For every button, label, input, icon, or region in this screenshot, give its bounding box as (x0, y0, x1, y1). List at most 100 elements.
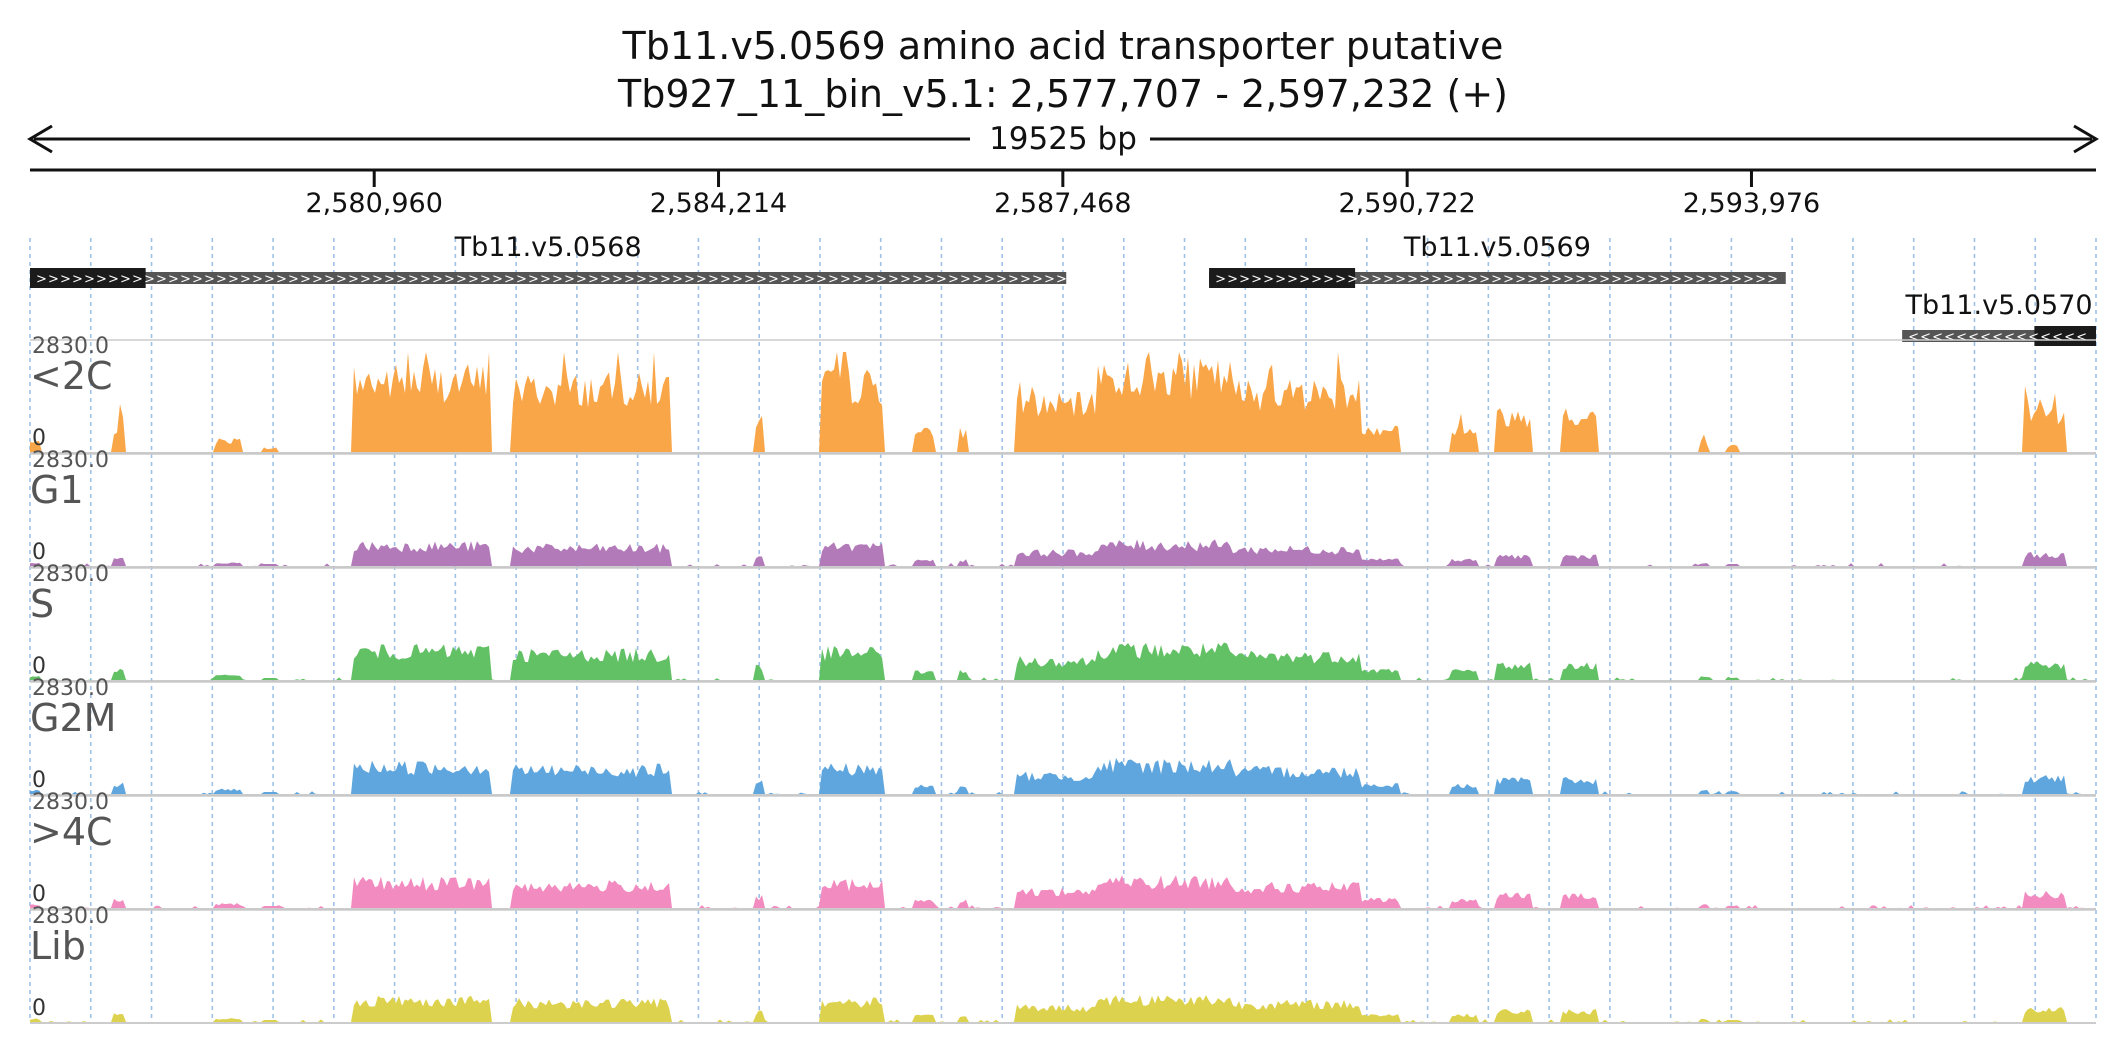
track-name-label: S (30, 582, 55, 626)
strand-chevron: > (1251, 272, 1262, 287)
axis-tick-label: 2,593,976 (1682, 188, 1821, 219)
strand-chevron: > (756, 272, 767, 287)
strand-chevron: > (1263, 272, 1274, 287)
strand-chevron: > (1491, 272, 1502, 287)
coverage-area (30, 352, 2096, 452)
strand-chevron: > (432, 272, 443, 287)
strand-chevron: > (792, 272, 803, 287)
strand-chevron: > (168, 272, 179, 287)
strand-chevron: > (1287, 272, 1298, 287)
strand-chevron: > (1551, 272, 1562, 287)
strand-chevron: > (384, 272, 395, 287)
strand-chevron: > (768, 272, 779, 287)
strand-chevron: > (708, 272, 719, 287)
strand-chevron: > (1431, 272, 1442, 287)
strand-chevron: > (72, 272, 83, 287)
strand-chevron: > (864, 272, 875, 287)
strand-chevron: < (2052, 330, 2063, 345)
track-name-label: >4C (30, 810, 113, 854)
track-zero-label: 0 (32, 654, 46, 679)
strand-chevron: > (1455, 272, 1466, 287)
strand-chevron: > (300, 272, 311, 287)
strand-chevron: > (648, 272, 659, 287)
strand-chevron: > (828, 272, 839, 287)
strand-chevron: > (1443, 272, 1454, 287)
strand-chevron: > (396, 272, 407, 287)
strand-chevron: > (1008, 272, 1019, 287)
strand-chevron: > (996, 272, 1007, 287)
region-coordinates: Tb927_11_bin_v5.1: 2,577,707 - 2,597,232… (617, 72, 1508, 116)
strand-chevron: > (1323, 272, 1334, 287)
coverage-area (30, 539, 2096, 566)
strand-chevron: > (1707, 272, 1718, 287)
gene-utr-bar (30, 272, 1067, 284)
gene-label: Tb11.v5.0569 (1403, 232, 1591, 263)
strand-chevron: > (1032, 272, 1043, 287)
span-length-label: 19525 bp (983, 121, 1143, 157)
strand-chevron: > (408, 272, 419, 287)
strand-chevron: > (156, 272, 167, 287)
strand-chevron: > (1479, 272, 1490, 287)
strand-chevron: > (132, 272, 143, 287)
strand-chevron: > (1275, 272, 1286, 287)
strand-chevron: < (1992, 330, 2003, 345)
strand-chevron: > (552, 272, 563, 287)
strand-chevron: > (1359, 272, 1370, 287)
strand-chevron: > (36, 272, 47, 287)
strand-chevron: > (276, 272, 287, 287)
axis-tick-label: 2,590,722 (1338, 188, 1476, 219)
strand-chevron: > (1467, 272, 1478, 287)
strand-chevron: > (1056, 272, 1067, 287)
track-max-label: 2830.0 (32, 562, 109, 587)
strand-chevron: > (528, 272, 539, 287)
strand-chevron: < (1908, 330, 1919, 345)
strand-chevron: > (480, 272, 491, 287)
strand-chevron: > (612, 272, 623, 287)
strand-chevron: > (1767, 272, 1778, 287)
track-max-label: 2830.0 (32, 334, 109, 359)
track-name-label: <2C (30, 354, 113, 398)
strand-chevron: > (816, 272, 827, 287)
strand-chevron: > (600, 272, 611, 287)
strand-chevron: > (924, 272, 935, 287)
strand-chevron: > (1527, 272, 1538, 287)
strand-chevron: > (1611, 272, 1622, 287)
gene-title: Tb11.v5.0569 amino acid transporter puta… (622, 24, 1504, 68)
strand-chevron: > (60, 272, 71, 287)
strand-chevron: > (324, 272, 335, 287)
strand-chevron: > (96, 272, 107, 287)
strand-chevron: > (420, 272, 431, 287)
strand-chevron: > (744, 272, 755, 287)
strand-chevron: > (1383, 272, 1394, 287)
strand-chevron: > (1311, 272, 1322, 287)
strand-chevron: < (1932, 330, 1943, 345)
coverage-area (30, 875, 2096, 908)
strand-chevron: > (1563, 272, 1574, 287)
gene-cds-block (1209, 268, 1356, 288)
strand-chevron: > (1755, 272, 1766, 287)
strand-chevron: > (492, 272, 503, 287)
coverage-track (30, 453, 2096, 568)
strand-chevron: > (1695, 272, 1706, 287)
strand-chevron: > (1731, 272, 1742, 287)
strand-chevron: > (1239, 272, 1250, 287)
strand-chevron: > (1539, 272, 1550, 287)
strand-chevron: > (1599, 272, 1610, 287)
gene-label: Tb11.v5.0570 (1905, 290, 2093, 321)
coverage-track (30, 339, 2096, 454)
strand-chevron: > (1719, 272, 1730, 287)
span-arrow-right-head (2073, 124, 2099, 154)
coverage-track (30, 909, 2096, 1024)
span-arrow-left-head (27, 124, 53, 154)
strand-chevron: > (360, 272, 371, 287)
strand-chevron: > (948, 272, 959, 287)
strand-chevron: > (732, 272, 743, 287)
strand-chevron: > (348, 272, 359, 287)
strand-chevron: > (1299, 272, 1310, 287)
axis-tick-label: 2,584,214 (649, 188, 788, 219)
strand-chevron: > (264, 272, 275, 287)
strand-chevron: > (1743, 272, 1754, 287)
strand-chevron: > (468, 272, 479, 287)
